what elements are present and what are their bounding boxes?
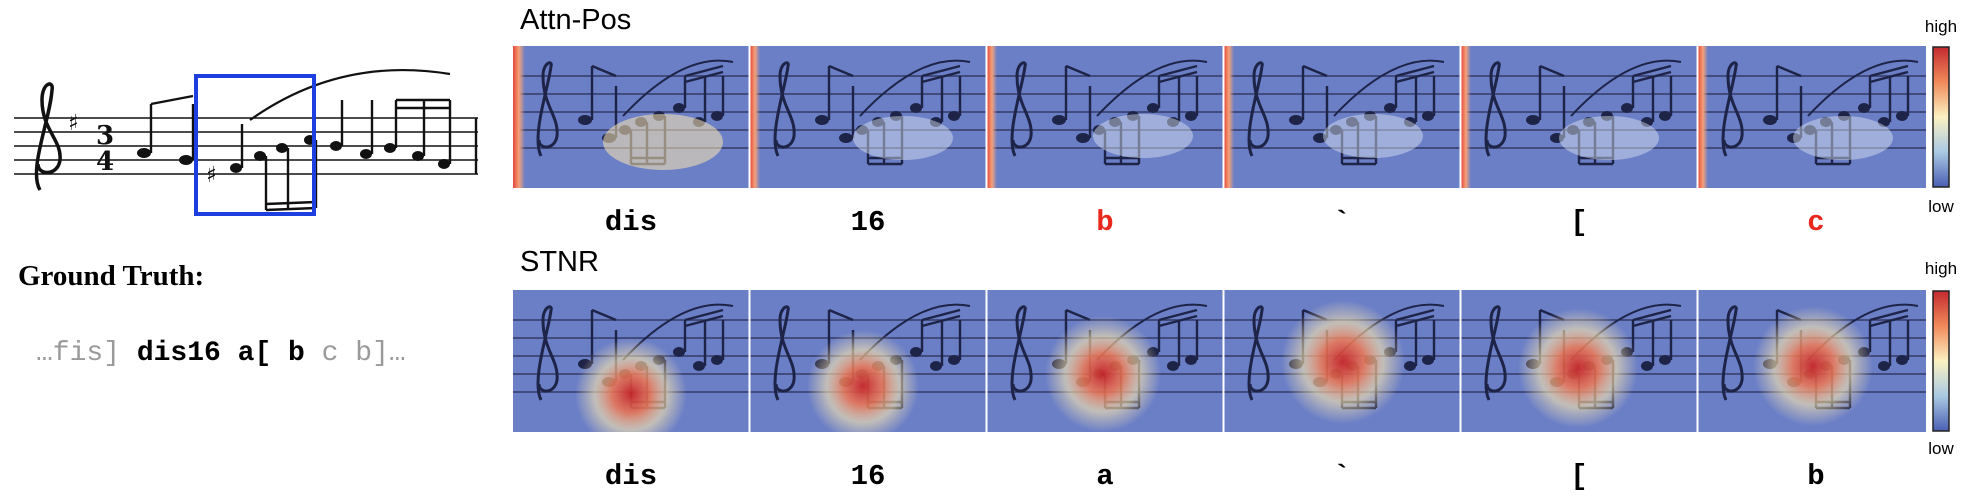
- gt-highlighted: dis16 a[ b: [136, 338, 305, 369]
- attn-pos-colorbar: [1932, 46, 1950, 188]
- attn-pos-token-3: b: [1096, 206, 1114, 239]
- attn-pos-frame-5: [1459, 46, 1699, 188]
- stnr-colorbar: [1932, 290, 1950, 432]
- attn-pos-token-6: c: [1807, 206, 1825, 239]
- attn-pos-token-5: [: [1570, 206, 1588, 239]
- gt-suffix: c b]…: [321, 338, 406, 369]
- stnr-frame-1: [513, 290, 751, 432]
- panel-title-stnr: STNR: [520, 246, 599, 278]
- stnr-frame-3: [985, 290, 1225, 432]
- stnr-frame-6: [1696, 290, 1926, 432]
- stnr-token-1: dis: [604, 460, 658, 493]
- attn-pos-token-4: `: [1333, 206, 1351, 239]
- attn-pos-token-2: 16: [850, 206, 886, 239]
- stnr-token-3: a: [1096, 460, 1114, 493]
- svg-text:♯: ♯: [68, 111, 79, 136]
- ground-truth-sequence: …fis] dis16 a[ b c b]…: [36, 338, 406, 369]
- panel-title-attn-pos: Attn-Pos: [520, 4, 632, 36]
- attn-pos-heatmap-strip: [513, 46, 1926, 188]
- attn-pos-frame-1: [513, 46, 751, 188]
- stnr-colorbar-low: low: [1928, 439, 1954, 458]
- attn-pos-frame-6: [1696, 46, 1926, 188]
- stnr-token-6: b: [1807, 460, 1825, 493]
- gt-prefix: …fis]: [36, 338, 121, 369]
- attn-pos-colorbar-high: high: [1924, 17, 1958, 36]
- stnr-frame-2: [748, 290, 988, 432]
- svg-text:4: 4: [96, 147, 114, 177]
- stnr-frame-4: [1222, 290, 1462, 432]
- stnr-colorbar-high: high: [1924, 259, 1958, 278]
- treble-clef-icon: [34, 82, 62, 191]
- stnr-token-2: 16: [850, 460, 886, 493]
- attn-pos-frame-4: [1222, 46, 1462, 188]
- attn-pos-frame-3: [985, 46, 1225, 188]
- attn-pos-frame-2: [748, 46, 988, 188]
- score-excerpt: ♯ 3 4 ♯: [14, 68, 478, 216]
- attn-pos-token-1: dis: [604, 206, 658, 239]
- stnr-heatmap-strip: [513, 290, 1926, 432]
- stnr-token-4: `: [1333, 460, 1351, 493]
- svg-text:♯: ♯: [206, 163, 217, 188]
- attn-pos-colorbar-low: low: [1928, 197, 1954, 216]
- ground-truth-label: Ground Truth:: [18, 260, 205, 292]
- stnr-frame-5: [1459, 290, 1699, 432]
- stnr-token-5: [: [1570, 460, 1588, 493]
- highlight-box: [194, 74, 316, 216]
- svg-text:3: 3: [96, 121, 114, 151]
